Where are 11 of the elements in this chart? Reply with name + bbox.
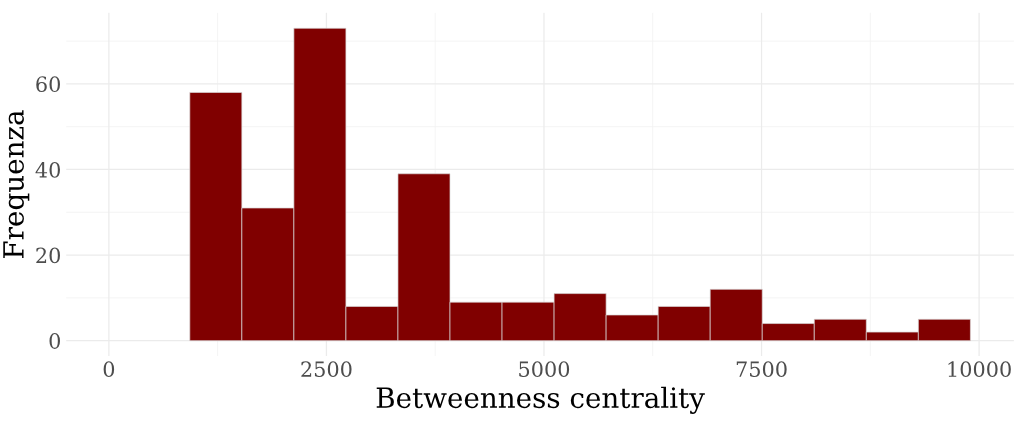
x-tick-label: 5000 [519,361,570,378]
x-tick-label: 7500 [736,361,787,378]
y-tick-label: 20 [36,247,60,264]
x-tick-label: 10000 [948,361,1011,378]
x-axis-title: Betweenness centrality [376,386,705,414]
y-tick-label: 40 [35,161,60,178]
y-tick-label: 0 [49,333,60,349]
y-tick-label: 60 [36,76,60,93]
x-tick-label: 0 [103,361,115,378]
x-tick-label: 2500 [301,361,352,378]
y-axis-title: Frequenza [3,110,30,259]
